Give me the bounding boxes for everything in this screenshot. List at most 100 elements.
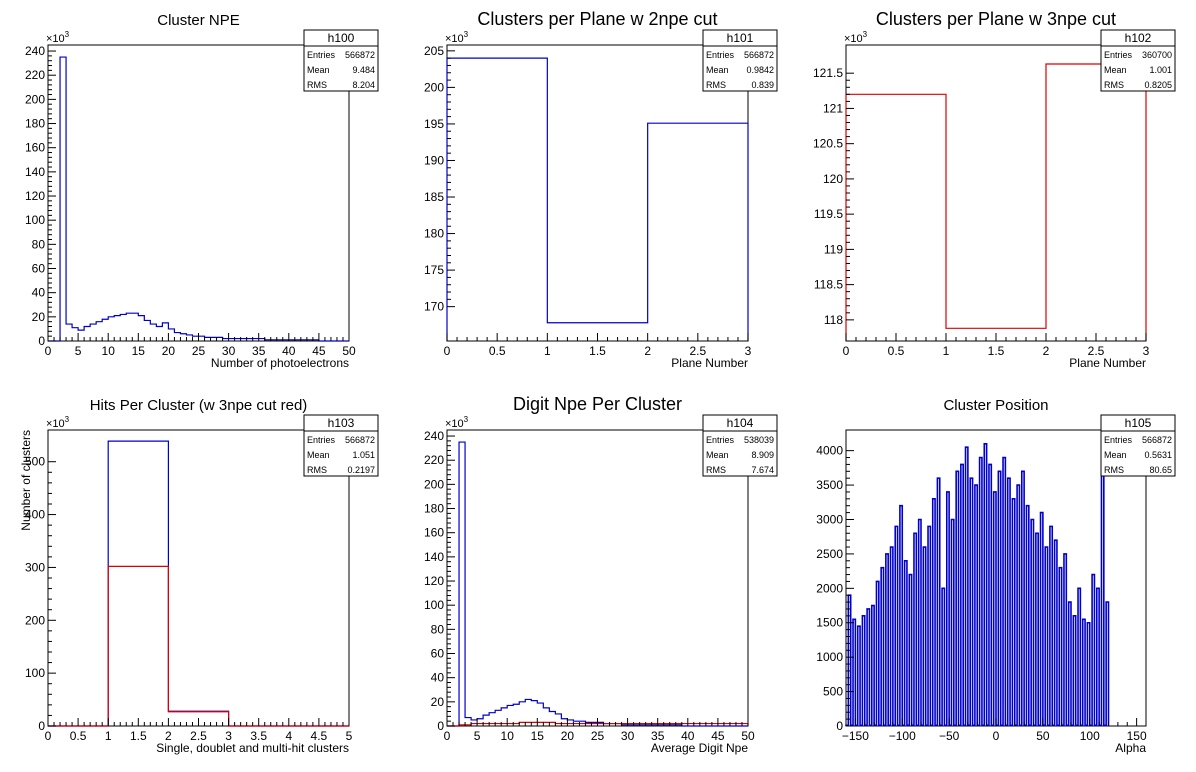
x-axis-title: Plane Number: [671, 356, 748, 370]
stats-box-frame: [303, 414, 379, 477]
y-tick-label: 100: [25, 213, 45, 227]
y-tick-label: 60: [32, 262, 46, 276]
stats-label: Entries: [706, 435, 735, 445]
stats-value: 566872: [744, 50, 774, 60]
histogram-panel-h105: Cluster Position−150 −100 −50 0 50 100 1500500…: [816, 397, 1176, 755]
histogram-series-0: [845, 63, 1147, 341]
stats-value: 566872: [345, 435, 375, 445]
x-tick-label: 5: [346, 729, 353, 743]
stats-box-frame: [702, 29, 778, 92]
y-tick-label: 240: [424, 429, 444, 443]
x-tick-label: 15: [132, 344, 146, 358]
y-tick-label: 175: [424, 263, 444, 277]
stats-label: Mean: [1104, 450, 1127, 460]
stats-value: 538039: [744, 435, 774, 445]
x-tick-label: 1.5: [988, 344, 1005, 358]
y-tick-label: 1500: [816, 616, 843, 630]
y-tick-label: 140: [25, 165, 45, 179]
x-tick-label: 2.5: [190, 729, 207, 743]
y-tick-label: 118: [824, 313, 843, 327]
y-tick-label: 205: [424, 44, 444, 58]
exponent-base: ×10: [445, 418, 464, 430]
stats-value: 0.8205: [1144, 80, 1172, 90]
stats-label: RMS: [706, 80, 726, 90]
y-tick-label: 200: [25, 92, 45, 106]
x-tick-label: 35: [651, 729, 665, 743]
stats-label: Entries: [307, 435, 336, 445]
stats-value: 0.9842: [746, 65, 774, 75]
y-tick-label: 185: [424, 190, 444, 204]
y-tick-label: 240: [25, 44, 45, 58]
x-tick-label: 1: [943, 344, 950, 358]
x-tick-label: 0: [444, 729, 451, 743]
x-tick-label: 1: [105, 729, 112, 743]
stats-box: h103 Entries 566872 Mean 1.051 RMS 0.2197: [303, 414, 379, 477]
exponent-power: 3: [464, 415, 469, 424]
y-tick-label: 20: [32, 310, 46, 324]
stats-box-name: h104: [727, 416, 754, 430]
x-tick-label: 1: [544, 344, 551, 358]
stats-value: 360700: [1142, 50, 1172, 60]
exponent-base: ×10: [445, 33, 464, 45]
histogram-panel-h103: Hits Per Cluster (w 3npe cut red) 0 0.5 1 1.…: [19, 397, 379, 755]
histogram-series-0: [48, 56, 349, 342]
x-tick-label: −150: [842, 729, 869, 743]
x-tick-label: 0.5: [70, 729, 87, 743]
y-tick-label: 200: [25, 613, 45, 627]
x-tick-label: 2: [1043, 344, 1050, 358]
histogram-series-0: [48, 440, 349, 727]
stats-value: 0.839: [751, 80, 774, 90]
x-tick-label: 40: [681, 729, 695, 743]
x-tick-label: 150: [1127, 729, 1147, 743]
stats-label: RMS: [307, 465, 327, 475]
exponent-power: 3: [65, 415, 70, 424]
x-tick-label: 25: [192, 344, 206, 358]
y-tick-label: 60: [431, 647, 445, 661]
y-tick-label: 4000: [816, 444, 843, 458]
x-tick-label: 0.5: [888, 344, 905, 358]
stats-value: 0.5631: [1144, 450, 1172, 460]
y-tick-label: 2500: [816, 547, 843, 561]
stats-box-frame: [702, 414, 778, 477]
y-tick-label: 140: [424, 550, 444, 564]
y-tick-label: 500: [25, 455, 45, 469]
x-axis-title: Average Digit Npe: [651, 741, 748, 755]
stats-value: 566872: [345, 50, 375, 60]
y-tick-label: 100: [424, 598, 444, 612]
axis-exponent: ×103: [844, 30, 868, 45]
exponent-base: ×10: [46, 33, 65, 45]
y-tick-label: 0: [38, 334, 45, 348]
y-axis-title: Number of clusters: [19, 430, 33, 531]
chart-title: Cluster Position: [943, 397, 1048, 414]
axis-exponent: ×103: [445, 415, 469, 430]
stats-label: Entries: [1104, 435, 1133, 445]
y-tick-label: 190: [424, 153, 444, 167]
y-tick-label: 2000: [816, 581, 843, 595]
x-tick-label: −100: [889, 729, 916, 743]
x-tick-label: 30: [222, 344, 236, 358]
x-tick-label: 5: [75, 344, 82, 358]
x-tick-label: 50: [741, 729, 755, 743]
stats-value: 8.204: [352, 80, 375, 90]
y-tick-label: 3000: [816, 512, 843, 526]
y-tick-label: 120.5: [813, 137, 843, 151]
histogram-series-0: [447, 441, 748, 727]
x-tick-label: 2: [644, 344, 651, 358]
axis-exponent: ×103: [46, 415, 70, 430]
stats-box-frame: [1100, 414, 1176, 477]
chart-title: Cluster NPE: [157, 12, 240, 29]
histogram-series-0: [845, 442, 1110, 727]
x-tick-label: 0: [843, 344, 850, 358]
y-tick-label: 195: [424, 117, 444, 131]
stats-label: RMS: [307, 80, 327, 90]
x-tick-label: 20: [162, 344, 176, 358]
chart-title: Hits Per Cluster (w 3npe cut red): [90, 397, 308, 414]
x-axis-title: Alpha: [1115, 741, 1146, 755]
y-tick-label: 220: [424, 453, 444, 467]
stats-box-name: h103: [328, 416, 355, 430]
stats-box: h101 Entries 566872 Mean 0.9842 RMS 0.839: [702, 29, 778, 92]
x-tick-label: 2.5: [689, 344, 706, 358]
chart-title: Clusters per Plane w 2npe cut: [477, 9, 717, 29]
